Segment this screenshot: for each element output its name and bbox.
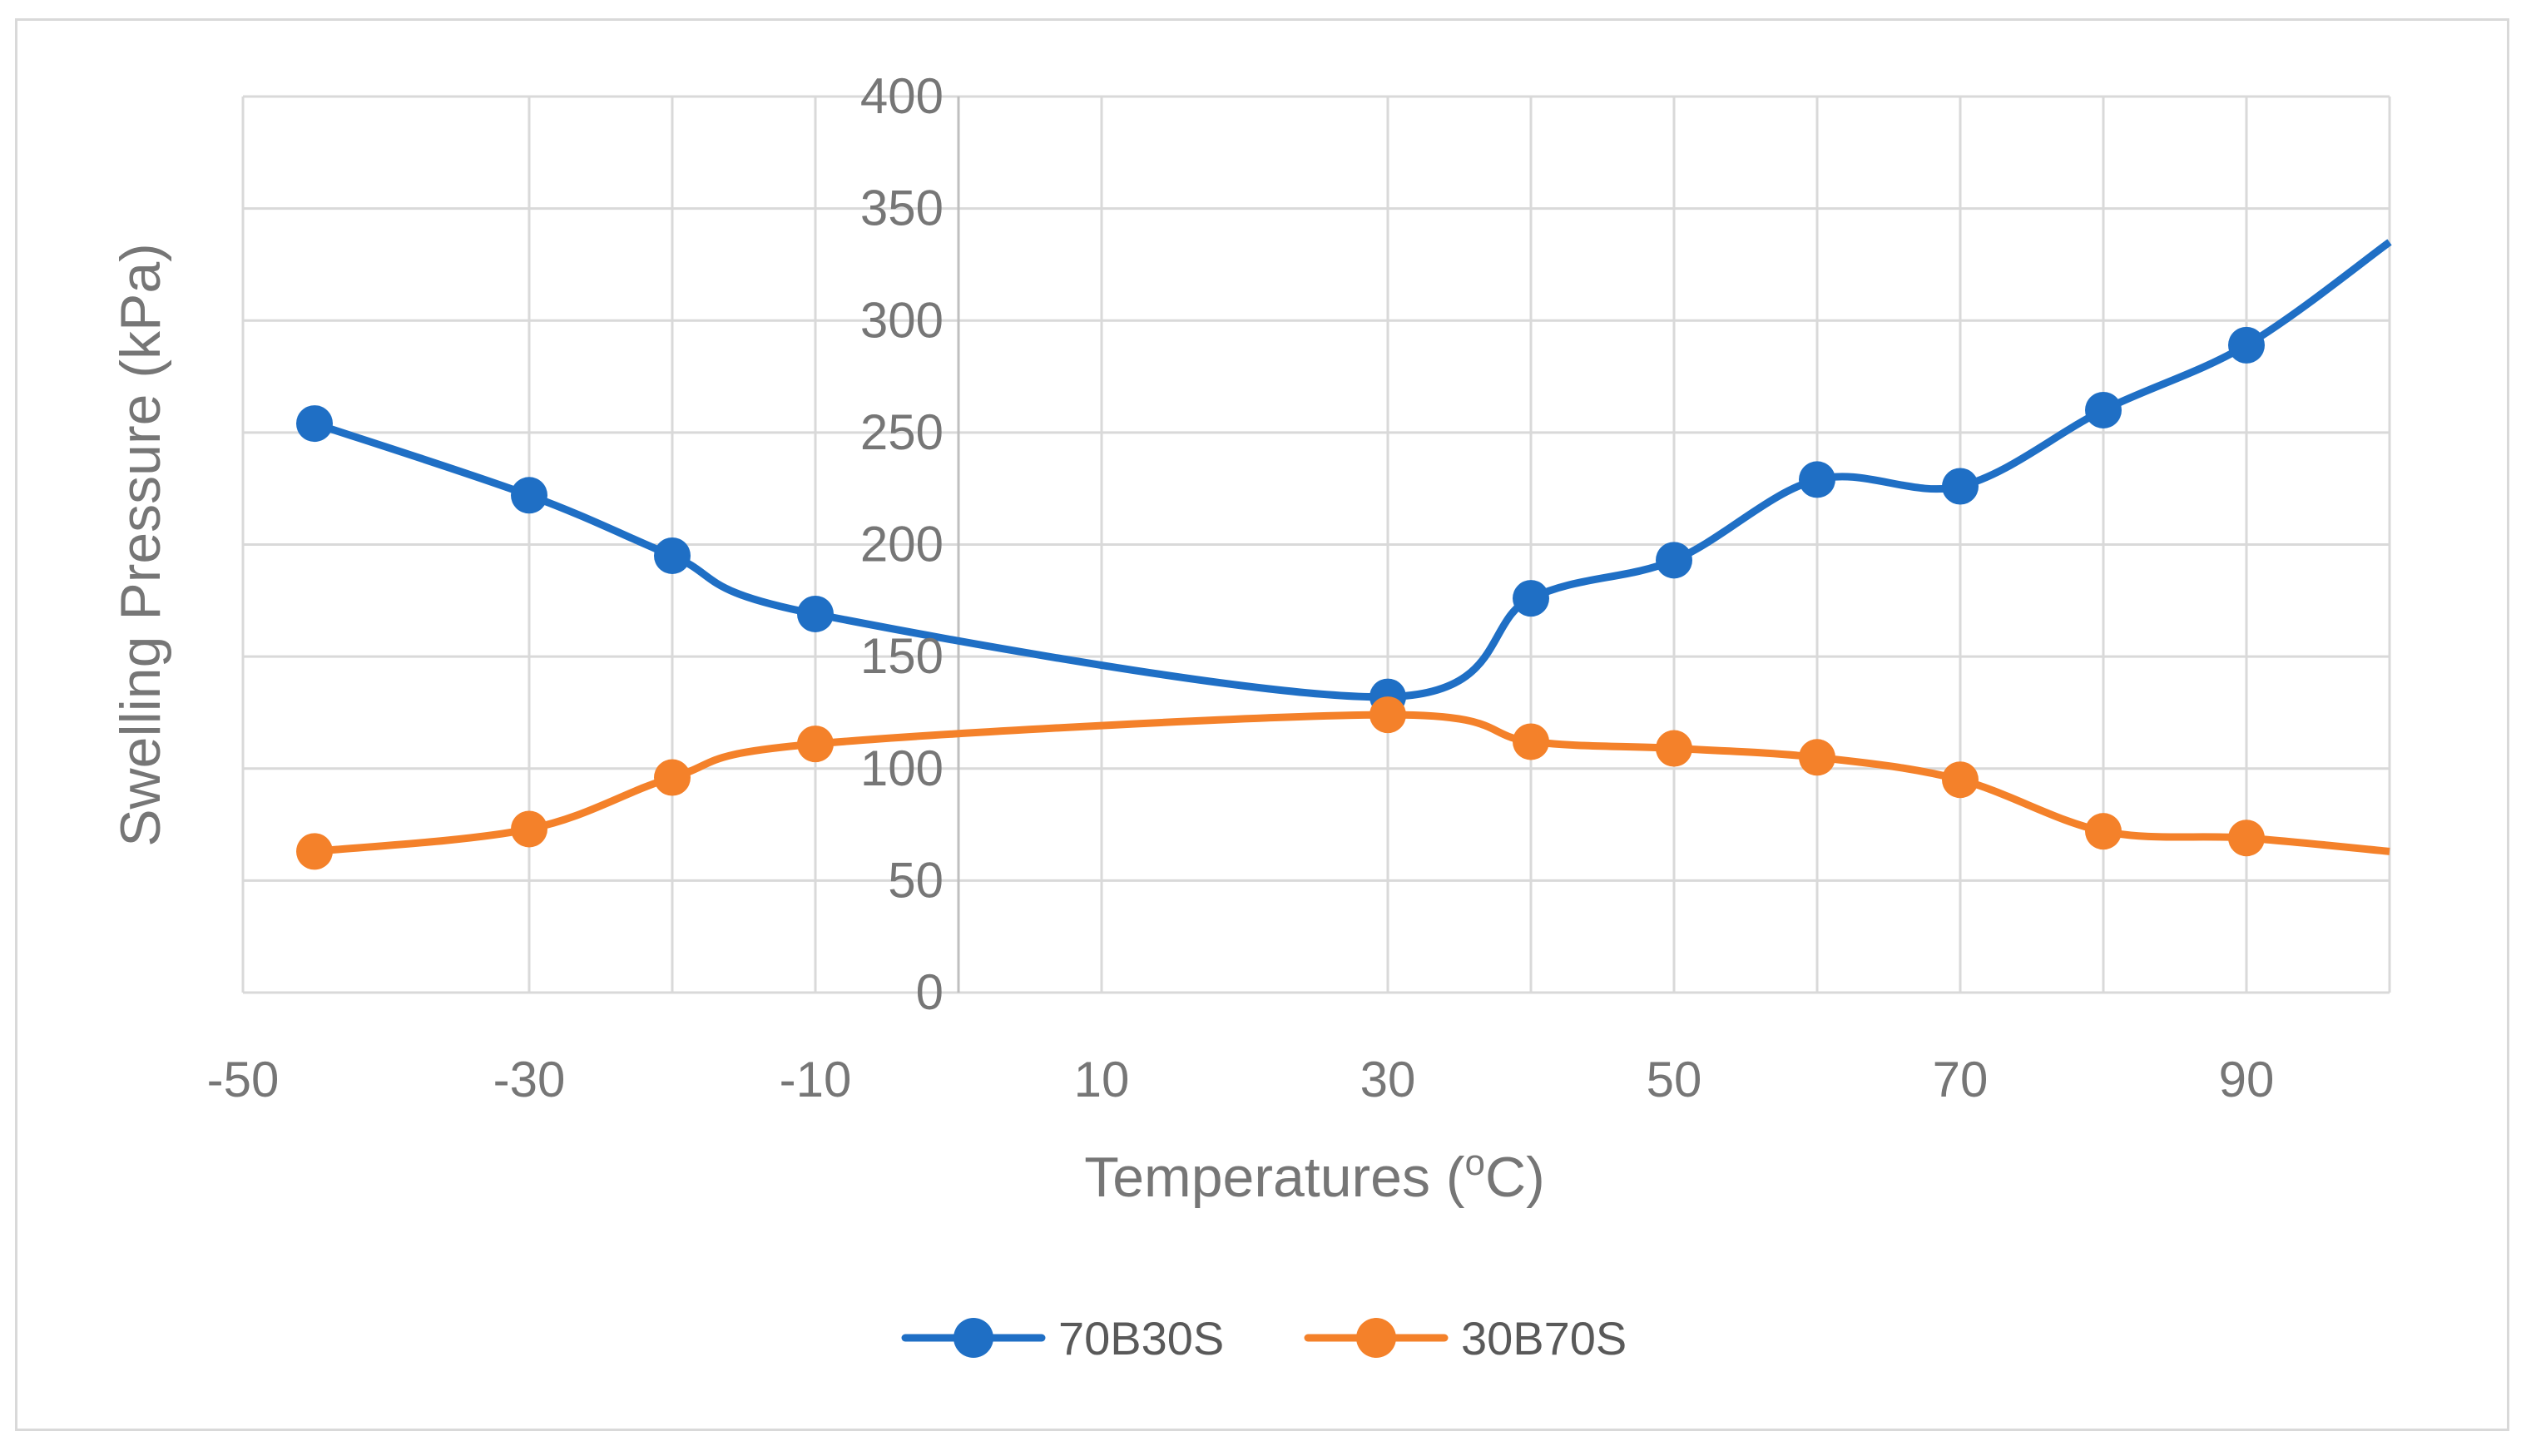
series-layer [296,239,2392,870]
y-tick-label: 250 [860,404,944,460]
data-point-70b30s [296,405,333,443]
x-tick-label: 70 [1933,1052,1989,1107]
data-point-30b70s [1656,730,1692,767]
data-point-30b70s [2085,813,2122,850]
y-tick-label: 100 [860,740,944,796]
x-tick-label: 50 [1647,1052,1702,1107]
x-tick-label: -30 [493,1052,566,1107]
x-axis-title-suffix: C) [1485,1146,1545,1209]
x-tick-label: -50 [207,1052,280,1107]
series-line-30b70s [314,711,2390,855]
data-point-70b30s [2085,391,2122,428]
legend: 70B30S 30B70S [901,1312,1627,1364]
label-layer: 0 50 100 150 200 250 300 350 400 -50 -30 -10 10 30 50 7… [207,68,2275,1107]
data-point-70b30s [511,477,547,514]
data-point-30b70s [654,759,691,796]
series-line-70b30s [313,239,2392,701]
legend-swatch-marker-70b30s [953,1318,993,1358]
data-point-30b70s [1513,723,1549,760]
x-tick-label: -10 [780,1052,852,1107]
grid-layer [241,95,2391,994]
x-tick-label: 30 [1360,1052,1416,1107]
y-tick-label: 300 [860,292,944,348]
data-point-30b70s [1942,761,1979,799]
y-axis-title: Swelling Pressure (kPa) [109,243,172,847]
data-point-30b70s [511,810,547,848]
data-point-70b30s [2228,326,2265,364]
data-point-70b30s [1942,468,1979,505]
legend-item-30b70s[interactable]: 30B70S [1304,1312,1627,1364]
data-point-70b30s [1513,580,1549,617]
data-point-70b30s [797,595,834,632]
data-point-30b70s [2228,820,2265,857]
y-tick-label: 0 [916,964,944,1020]
x-axis-title: Temperatures (oC) [1084,1142,1545,1209]
legend-item-70b30s[interactable]: 70B30S [901,1312,1224,1364]
legend-label-70b30s: 70B30S [1058,1312,1224,1364]
y-tick-label: 200 [860,517,944,572]
y-tick-label: 350 [860,181,944,236]
data-point-30b70s [1370,696,1406,734]
legend-label-30b70s: 30B70S [1461,1312,1627,1364]
x-tick-label: 90 [2219,1052,2275,1107]
x-axis-title-superscript: o [1465,1142,1485,1183]
data-point-30b70s [1799,739,1835,776]
y-tick-label: 50 [888,852,944,908]
x-axis-title-prefix: Temperatures ( [1084,1146,1465,1209]
x-tick-label: 10 [1074,1052,1130,1107]
y-tick-label: 400 [860,68,944,124]
data-point-30b70s [797,726,834,763]
legend-swatch-marker-30b70s [1356,1318,1396,1358]
chart-frame [15,18,2509,1431]
data-point-70b30s [1656,542,1692,579]
y-tick-label: 150 [860,628,944,684]
data-point-70b30s [654,537,691,574]
data-point-30b70s [296,833,333,870]
data-point-70b30s [1799,461,1835,498]
